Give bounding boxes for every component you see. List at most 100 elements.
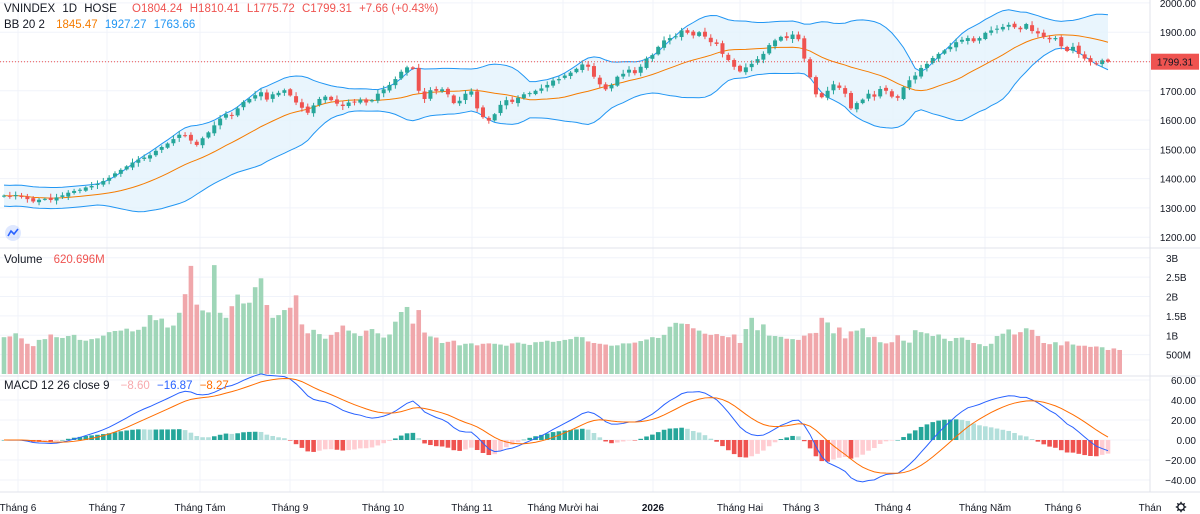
- macd-histogram-bar: [988, 427, 994, 440]
- candle-body: [165, 143, 170, 148]
- volume-bar: [235, 294, 240, 374]
- candle-body: [597, 77, 602, 85]
- gear-icon-tooth: [1176, 508, 1180, 512]
- macd-axis-label: 0.00: [1177, 436, 1197, 447]
- candle-body: [580, 64, 585, 70]
- candle-body: [148, 155, 153, 159]
- volume-bar: [118, 330, 124, 374]
- volume-bar: [305, 333, 311, 374]
- volume-bar: [13, 333, 18, 374]
- volume-bar: [1094, 346, 1099, 374]
- volume-bar: [533, 342, 538, 374]
- volume-bar: [959, 337, 965, 374]
- macd-histogram-bar: [872, 440, 877, 449]
- bb-label[interactable]: BB 20 2: [4, 19, 45, 31]
- volume-bar: [696, 330, 702, 374]
- volume-bar: [842, 338, 848, 374]
- macd-histogram-bar: [235, 433, 240, 440]
- candle-body: [843, 88, 848, 94]
- symbol-label[interactable]: VNINDEX: [4, 3, 56, 15]
- candle-body: [545, 84, 550, 88]
- macd-histogram-bar: [1094, 440, 1099, 457]
- macd-histogram-bar: [287, 440, 293, 441]
- volume-bar: [515, 342, 521, 374]
- macd-histogram-bar: [322, 440, 328, 450]
- volume-bar: [731, 334, 737, 374]
- macd-histogram-bar: [299, 440, 305, 448]
- candle-body: [387, 84, 392, 91]
- macd-histogram-bar: [130, 429, 135, 440]
- candle-body: [405, 67, 410, 73]
- volume-bar: [953, 337, 959, 374]
- macd-histogram-bar: [842, 440, 848, 457]
- candle-body: [457, 100, 462, 104]
- settings-gear-icon[interactable]: [1175, 501, 1187, 513]
- macd-histogram-bar: [223, 433, 229, 440]
- candle-body: [504, 100, 509, 106]
- macd-histogram-bar: [1076, 440, 1082, 454]
- macd-histogram-bar: [264, 434, 270, 440]
- candle-body: [948, 46, 953, 50]
- volume-bar: [766, 335, 772, 374]
- candle-body: [451, 95, 456, 104]
- macd-histogram-bar: [159, 429, 165, 440]
- volume-bar: [106, 332, 112, 374]
- candle-body: [89, 185, 94, 188]
- volume-bar: [258, 278, 264, 374]
- macd-histogram-bar: [807, 440, 813, 449]
- candle-body: [329, 96, 334, 101]
- macd-histogram-bar: [638, 438, 643, 440]
- candle-body: [13, 195, 18, 197]
- macd-histogram-bar: [714, 440, 719, 442]
- macd-histogram-bar: [42, 440, 48, 442]
- macd-histogram-bar: [568, 429, 573, 440]
- volume-bar: [1076, 345, 1082, 374]
- volume-bar: [866, 337, 871, 374]
- candle-body: [42, 198, 47, 200]
- volume-axis-label: 2B: [1166, 293, 1179, 304]
- macd-histogram-bar: [819, 440, 825, 462]
- candle-body: [259, 92, 264, 97]
- volume-label[interactable]: Volume: [4, 254, 43, 266]
- candle-body: [288, 89, 293, 96]
- macd-histogram-bar: [334, 440, 340, 450]
- macd-label[interactable]: MACD 12 26 close 9: [4, 380, 110, 392]
- price-axis-label: 1300.00: [1160, 204, 1197, 215]
- volume-bar: [539, 341, 544, 374]
- candle-body: [142, 157, 147, 159]
- candle-body: [469, 91, 474, 95]
- volume-bar: [498, 344, 503, 374]
- candle-body: [551, 80, 556, 86]
- macd-histogram-bar: [912, 430, 918, 440]
- current-price-badge: [1151, 53, 1199, 70]
- volume-bar: [1041, 343, 1047, 374]
- volume-bar: [556, 341, 562, 374]
- macd-histogram-bar: [994, 428, 1000, 440]
- macd-histogram-bar: [48, 440, 54, 442]
- gear-icon-tooth: [1176, 502, 1180, 506]
- macd-histogram-bar: [790, 435, 795, 440]
- volume-bar: [223, 317, 229, 374]
- macd-histogram-bar: [644, 436, 649, 440]
- candle-body: [206, 132, 211, 138]
- volume-bar: [77, 339, 83, 374]
- macd-histogram-bar: [1000, 429, 1006, 440]
- price-axis-label: 2000.00: [1160, 0, 1197, 10]
- macd-histogram-bar: [445, 440, 451, 448]
- volume-bar: [509, 343, 515, 374]
- volume-bar: [89, 339, 94, 374]
- macd-histogram-bar: [796, 436, 801, 440]
- candle-body: [913, 75, 918, 80]
- interval-label[interactable]: 1D: [62, 3, 78, 15]
- macd-axis-label: −20.00: [1165, 456, 1196, 467]
- macd-histogram-bar: [328, 440, 334, 450]
- gear-icon-ring: [1177, 503, 1185, 511]
- candle-body: [1065, 46, 1070, 51]
- candle-body: [802, 38, 807, 59]
- volume-axis-label: 3B: [1166, 254, 1179, 265]
- volume-bar: [241, 303, 246, 374]
- macd-histogram-bar: [89, 435, 94, 440]
- volume-bar: [638, 341, 643, 374]
- volume-bar: [726, 337, 731, 374]
